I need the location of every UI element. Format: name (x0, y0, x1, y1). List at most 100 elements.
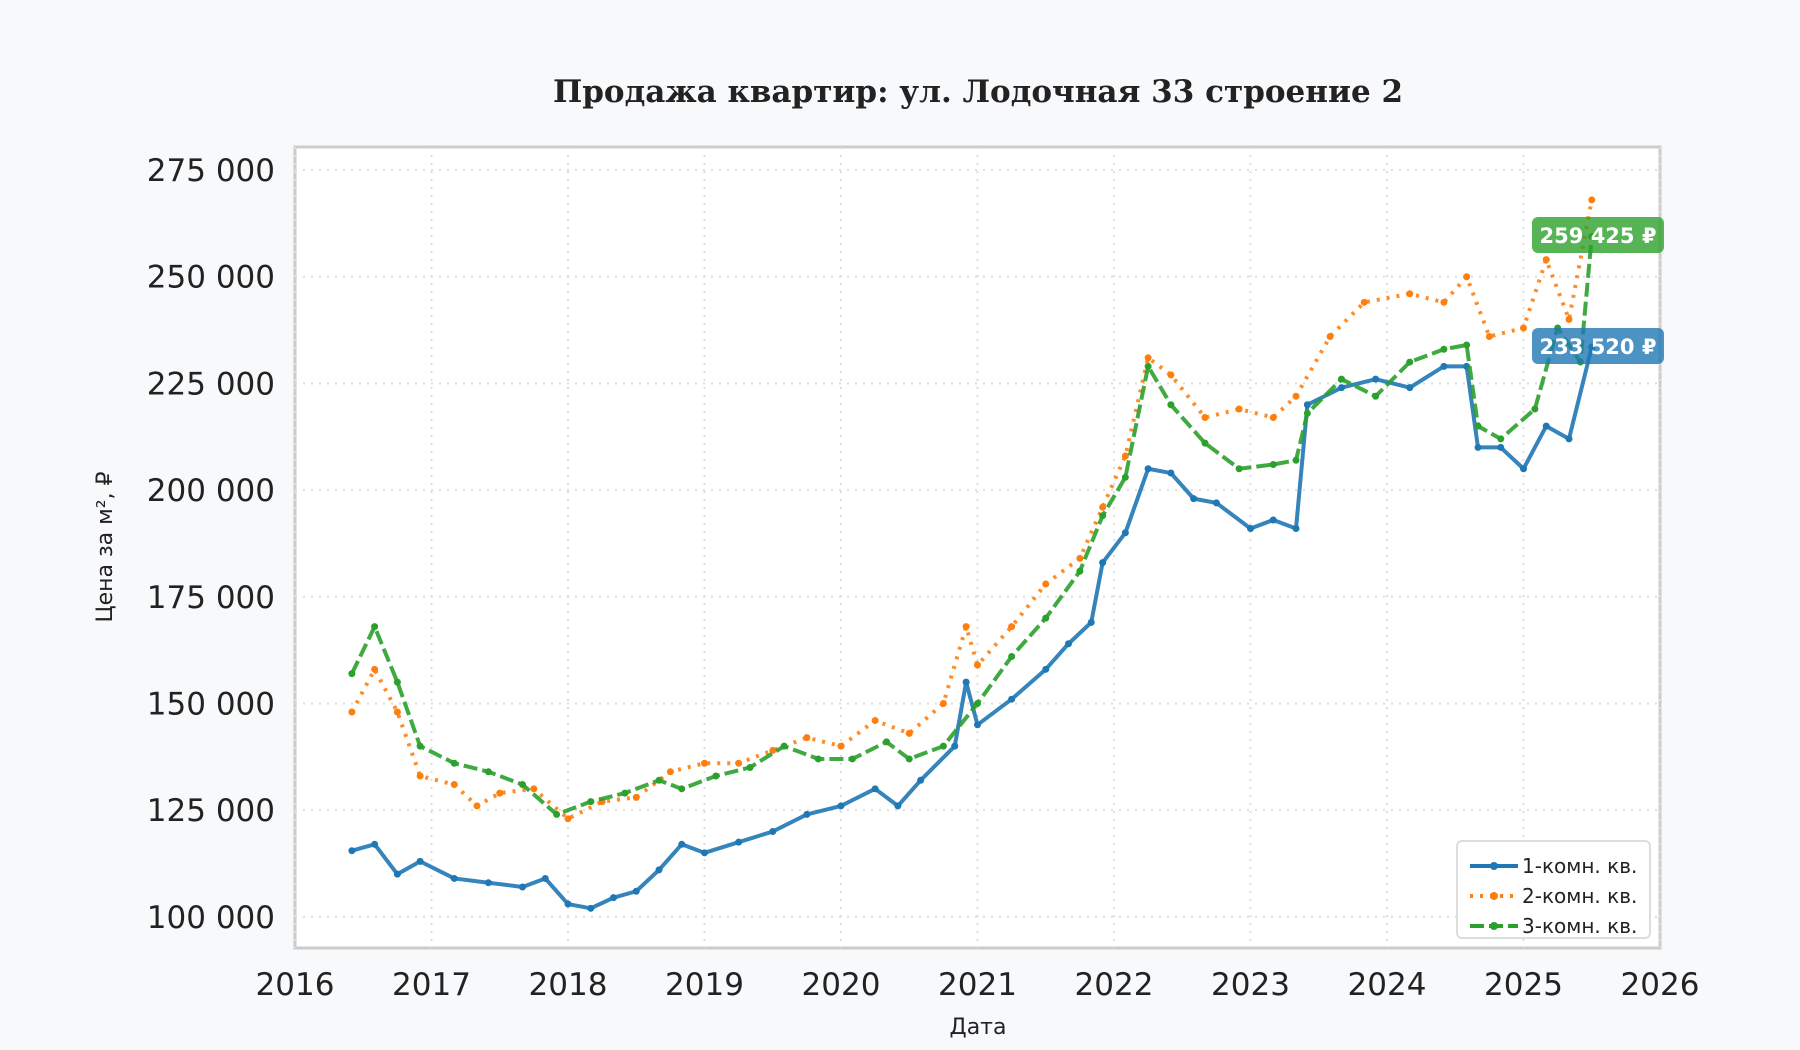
data-point (348, 708, 356, 716)
end-labels: 259 425 ₽ 233 520 ₽ (1532, 217, 1664, 364)
x-tick-label: 2023 (1211, 967, 1290, 1003)
data-point (1326, 332, 1334, 340)
end-label-value: 233 520 ₽ (1540, 335, 1657, 359)
data-point (1269, 414, 1277, 422)
data-point (1042, 665, 1050, 673)
data-point (1588, 196, 1596, 204)
data-point (1565, 435, 1573, 443)
data-point (587, 798, 595, 806)
data-point (564, 815, 572, 823)
data-point (1292, 525, 1300, 533)
data-point (484, 768, 492, 776)
data-point (530, 785, 538, 793)
data-point (1008, 623, 1016, 631)
data-point (837, 742, 845, 750)
data-point (1531, 405, 1539, 413)
data-point (621, 789, 629, 797)
data-point (371, 840, 379, 848)
data-point (951, 742, 959, 750)
x-axis-ticks: 2016 2017 2018 2019 2020 2021 2022 2023 2024 2025… (256, 967, 1700, 1003)
x-tick-label: 2018 (529, 967, 608, 1003)
data-point (1099, 512, 1107, 520)
data-point (553, 810, 561, 818)
data-point (1144, 362, 1152, 370)
data-point (1372, 375, 1380, 383)
data-point (917, 776, 925, 784)
data-point (814, 755, 822, 763)
data-point (803, 810, 811, 818)
data-point (1463, 273, 1471, 281)
x-axis-label: Дата (950, 1015, 1007, 1040)
data-point (883, 738, 890, 746)
data-point (519, 883, 526, 891)
data-point (610, 894, 617, 902)
data-point (632, 793, 640, 801)
y-axis-ticks: 100 000 125 000 150 000 175 000 200 000 225 0… (147, 153, 275, 936)
data-point (837, 802, 845, 810)
data-point (371, 623, 379, 631)
data-point (416, 772, 424, 780)
data-point (1485, 332, 1493, 340)
data-point (450, 781, 458, 789)
data-point (1474, 422, 1482, 430)
data-point (701, 849, 708, 857)
data-point (1542, 422, 1550, 430)
data-point (780, 742, 788, 750)
data-point (1247, 525, 1254, 533)
data-point (450, 874, 458, 882)
data-point (1042, 614, 1050, 622)
data-point (1212, 499, 1220, 507)
data-point (564, 900, 572, 908)
data-point (769, 827, 777, 835)
data-point (587, 904, 595, 912)
data-point (632, 887, 640, 895)
legend-label: 2-комн. кв. (1522, 884, 1637, 908)
data-point (1042, 580, 1050, 588)
data-point (1167, 401, 1175, 409)
data-point (871, 785, 879, 793)
data-point (735, 838, 743, 846)
y-tick-label: 125 000 (147, 793, 275, 829)
x-tick-label: 2019 (665, 967, 744, 1003)
chart-title: Продажа квартир: ул. Лодочная 33 строени… (553, 74, 1403, 110)
data-point (393, 678, 401, 686)
data-point (678, 840, 686, 848)
y-tick-label: 200 000 (147, 473, 275, 509)
x-tick-label: 2022 (1075, 967, 1154, 1003)
data-point (1167, 469, 1175, 477)
data-point (655, 866, 663, 874)
data-point (939, 699, 947, 707)
data-point (1099, 503, 1107, 511)
end-label-value: 259 425 ₽ (1540, 224, 1657, 248)
data-point (666, 768, 674, 776)
x-tick-label: 2021 (938, 967, 1017, 1003)
data-point (1406, 290, 1414, 298)
series-line-3 (350, 236, 1594, 817)
data-point (348, 847, 356, 855)
data-point (1076, 554, 1084, 562)
legend: 1-комн. кв. 2-комн. кв. 3-комн. кв. (1456, 840, 1651, 939)
y-axis-label: Цена за м², ₽ (93, 471, 118, 622)
y-tick-label: 275 000 (147, 153, 275, 189)
y-tick-label: 175 000 (147, 580, 275, 616)
data-point (1440, 298, 1448, 306)
data-point (974, 661, 981, 669)
data-point (701, 759, 708, 767)
data-point (746, 763, 754, 771)
data-point (974, 721, 981, 729)
data-point (655, 776, 663, 784)
data-point (1121, 529, 1129, 537)
data-point (1167, 371, 1175, 379)
data-point (1406, 384, 1414, 392)
data-point (962, 623, 970, 631)
x-tick-label: 2025 (1484, 967, 1563, 1003)
y-tick-label: 150 000 (147, 686, 275, 722)
data-point (416, 857, 424, 865)
data-point (1065, 640, 1072, 648)
data-point (371, 665, 379, 673)
data-point (1144, 354, 1152, 362)
data-point (496, 789, 504, 797)
data-point (1269, 460, 1277, 468)
x-tick-label: 2026 (1621, 967, 1700, 1003)
